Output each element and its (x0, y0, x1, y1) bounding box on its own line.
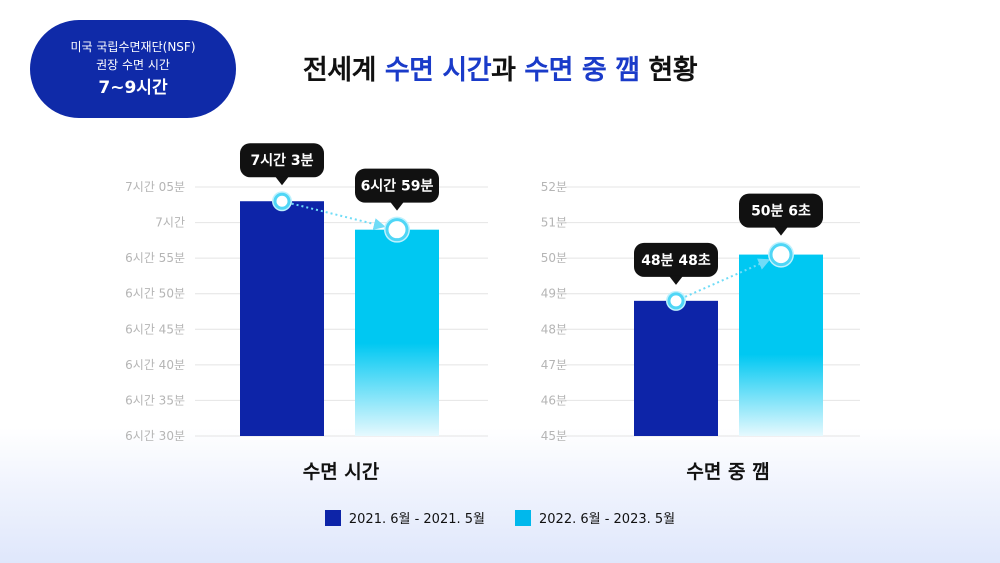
bar-series2 (355, 229, 439, 436)
point-marker (273, 192, 291, 210)
y-tick-label: 6시간 35분 (125, 393, 185, 407)
nsf-recommendation-badge: 미국 국립수면재단(NSF) 권장 수면 시간 7~9시간 (30, 20, 236, 118)
chart-title: 수면 중 깸 (686, 461, 769, 483)
y-tick-label: 6시간 50분 (125, 287, 185, 301)
y-tick-label: 7시간 (155, 216, 185, 230)
trend-arrow (684, 258, 771, 298)
callout-bubble (739, 193, 823, 228)
page-title: 전세계 수면 시간과 수면 중 깸 현황 (0, 48, 1000, 87)
y-tick-label: 7시간 05분 (125, 180, 185, 194)
y-tick-label: 52분 (541, 180, 567, 194)
bar-series1 (634, 300, 718, 436)
callout-bubble (634, 242, 718, 277)
legend-swatch-series1 (324, 509, 341, 526)
title-highlight-wake: 수면 중 깸 (524, 55, 640, 86)
bar-series1 (240, 201, 324, 436)
y-tick-label: 50분 (541, 251, 567, 265)
y-tick-label: 51분 (541, 216, 567, 230)
point-marker (769, 243, 793, 267)
title-part-3: 과 (491, 55, 525, 86)
y-tick-label: 6시간 30분 (125, 429, 185, 443)
data-label: 50분 6초 (751, 204, 811, 220)
trend-arrow (291, 202, 386, 230)
callout-pointer (774, 226, 788, 236)
legend-label-series2: 2022. 6월 - 2023. 5월 (539, 512, 676, 527)
title-part-1: 전세계 (302, 55, 385, 86)
legend-item-series2: 2022. 6월 - 2023. 5월 (515, 508, 675, 527)
bar-series2 (739, 254, 823, 436)
data-label: 48분 48초 (641, 253, 711, 269)
y-tick-label: 46분 (541, 393, 567, 407)
callout-pointer (390, 201, 404, 211)
point-marker (667, 292, 685, 310)
legend-swatch-series2 (515, 509, 531, 526)
chart-legend: 2021. 6월 - 2021. 5월 2022. 6월 - 2023. 5월 (0, 508, 1000, 527)
data-label: 7시간 3분 (251, 152, 314, 169)
y-tick-label: 45분 (541, 429, 567, 443)
title-part-5: 현황 (639, 55, 698, 86)
badge-caption: 권장 수면 시간 (96, 58, 170, 72)
callout-bubble (355, 168, 439, 203)
y-tick-label: 47분 (541, 358, 567, 372)
y-tick-label: 6시간 40분 (125, 358, 185, 372)
badge-org-name: 미국 국립수면재단(NSF) (70, 40, 196, 54)
callout-pointer (275, 176, 289, 186)
legend-item-series1: 2021. 6월 - 2021. 5월 (324, 508, 485, 527)
chart-1: 6시간 30분 6시간 35분 6시간 40분 6시간 45분 6시간 50분 6시간 5… (125, 143, 488, 483)
legend-label-series1: 2021. 6월 - 2021. 5월 (348, 512, 485, 527)
badge-value: 7~9시간 (98, 78, 168, 98)
chart-2: 45분 46분 47분 48분 49분 50분 51분 52분 48분 48초 50분 6초수면 … (541, 180, 860, 483)
y-tick-label: 6시간 55분 (125, 251, 185, 265)
point-marker (385, 218, 409, 242)
callout-bubble (240, 143, 324, 178)
chart-title: 수면 시간 (303, 461, 380, 483)
y-tick-label: 49분 (541, 287, 567, 301)
callout-pointer (669, 275, 683, 285)
data-label: 6시간 59분 (361, 178, 434, 195)
title-highlight-sleep-time: 수면 시간 (384, 55, 492, 86)
y-tick-label: 48분 (541, 322, 567, 336)
y-tick-label: 6시간 45분 (125, 322, 185, 336)
